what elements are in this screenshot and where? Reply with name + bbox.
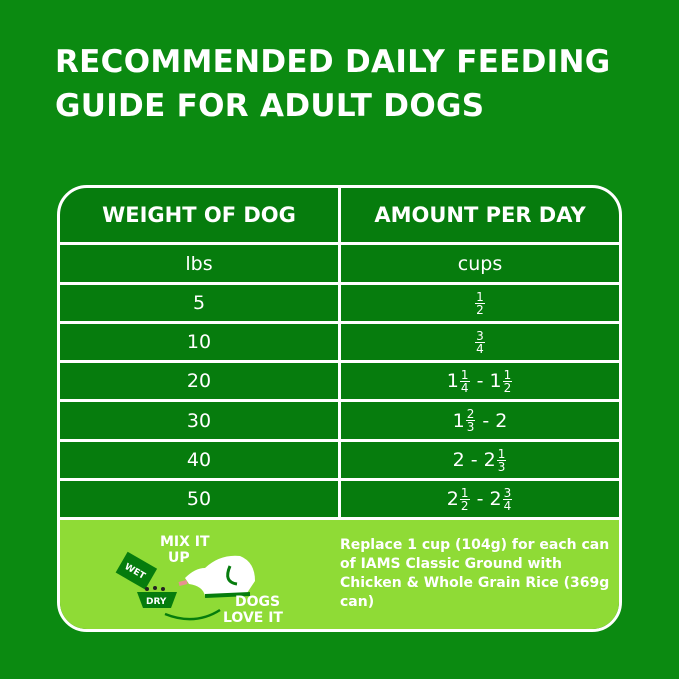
weight-cell: 5 [60, 285, 341, 321]
svg-text:DOGS: DOGS [235, 594, 280, 610]
replacement-note: Replace 1 cup (104g) for each can of IAM… [340, 537, 610, 610]
page-title: RECOMMENDED DAILY FEEDING GUIDE FOR ADUL… [55, 44, 611, 124]
weight-cell: 20 [60, 363, 341, 399]
weight-cell: 30 [60, 402, 341, 439]
weight-cell: 10 [60, 324, 341, 360]
unit-amount: cups [457, 252, 503, 275]
table-header-row: WEIGHT OF DOG AMOUNT PER DAY [60, 188, 619, 245]
weight-cell: 50 [60, 481, 341, 517]
dry-food-bowl-icon: DRY [137, 586, 177, 608]
mix-it-up-text: MIX IT [160, 534, 210, 550]
units-row: lbs cups [60, 245, 619, 285]
table-row: 10 3 4 [60, 324, 619, 363]
weight-cell: 40 [60, 442, 341, 478]
mix-it-up-illustration: MIX IT UP WET DRY DOGS LOVE IT [115, 534, 283, 626]
dog-head-icon [178, 555, 255, 598]
cycle-arrow-icon [164, 608, 221, 621]
unit-weight: lbs [60, 245, 341, 282]
mix-tip-panel: MIX IT UP WET DRY DOGS LOVE IT Replace 1… [60, 520, 619, 629]
table-row: 30 1 2 3 - 2 [60, 402, 619, 442]
wet-food-pouch-icon: WET [115, 551, 158, 590]
header-weight: WEIGHT OF DOG [60, 188, 341, 242]
svg-text:LOVE IT: LOVE IT [223, 610, 283, 626]
svg-text:UP: UP [168, 550, 190, 566]
dry-label: DRY [146, 597, 167, 607]
header-amount: AMOUNT PER DAY [374, 203, 586, 227]
